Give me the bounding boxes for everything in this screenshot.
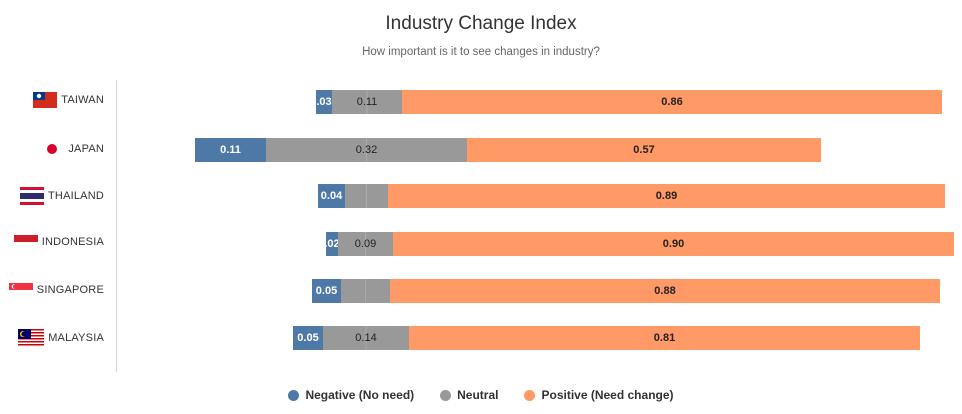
bar-negative-singapore[interactable] (312, 279, 341, 303)
data-label-neutral-taiwan: 0.11 (356, 96, 378, 108)
data-label-negative-malaysia: 0.05 (297, 332, 319, 344)
legend-item-neutral[interactable]: Neutral (440, 388, 498, 402)
category-label-taiwan: TAIWAN (33, 92, 104, 108)
legend-marker-neutral (440, 389, 452, 401)
chart-legend: Negative (No need) Neutral Positive (Nee… (0, 388, 962, 402)
category-label-text: SINGAPORE (36, 284, 104, 296)
legend-label-negative: Negative (No need) (305, 388, 415, 402)
category-label-text: TAIWAN (61, 94, 104, 106)
category-label-malaysia: MALAYSIA (18, 329, 104, 347)
bar-negative-malaysia[interactable] (293, 326, 323, 350)
data-label-negative-thailand: 0.04 (320, 190, 343, 202)
bar-negative-thailand[interactable] (318, 184, 345, 208)
category-label-indonesia: INDONESIA (13, 235, 104, 249)
data-label-neutral-japan: 0.32 (355, 144, 378, 156)
bar-positive-malaysia[interactable] (409, 326, 920, 350)
bar-negative-indonesia[interactable] (326, 232, 338, 256)
bar-negative-taiwan[interactable] (316, 90, 332, 114)
data-label-positive-malaysia: 0.81 (653, 332, 676, 344)
legend-label-neutral: Neutral (457, 388, 499, 402)
data-label-negative-taiwan: .03 (316, 96, 332, 108)
bar-positive-singapore[interactable] (390, 279, 940, 303)
data-label-positive-japan: 0.57 (633, 144, 655, 156)
data-label-positive-taiwan: 0.86 (661, 96, 683, 108)
bar-positive-thailand[interactable] (388, 184, 945, 208)
data-label-positive-singapore: 0.88 (654, 285, 676, 297)
flag-japan-icon (47, 144, 58, 154)
flag-taiwan-icon (33, 92, 58, 108)
bar-neutral-japan[interactable] (266, 138, 467, 162)
data-label-positive-thailand: 0.89 (655, 190, 678, 202)
bar-neutral-malaysia[interactable] (323, 326, 409, 350)
data-label-negative-singapore: 0.05 (315, 285, 338, 297)
category-label-thailand: THAILAND (20, 187, 104, 205)
legend-item-negative[interactable]: Negative (No need) (288, 388, 414, 402)
category-label-singapore: SINGAPORE (8, 283, 104, 297)
chart-subtitle: How important is it to see changes in in… (362, 46, 600, 58)
bar-positive-japan[interactable] (467, 138, 821, 162)
chart-title: Industry Change Index (385, 13, 577, 34)
data-label-negative-indonesia: .02 (324, 238, 340, 250)
legend-marker-positive (524, 389, 536, 401)
category-label-text: JAPAN (68, 143, 104, 155)
bar-neutral-indonesia[interactable] (338, 232, 393, 256)
flag-thailand-icon (20, 187, 44, 205)
category-label-japan: JAPAN (40, 141, 104, 157)
data-label-negative-japan: 0.11 (220, 144, 241, 156)
category-axis-line (116, 80, 117, 372)
data-label-positive-indonesia: 0.90 (662, 238, 685, 250)
category-label-text: MALAYSIA (48, 332, 104, 344)
flag-malaysia-icon (18, 329, 45, 347)
bar-negative-japan[interactable] (195, 138, 266, 162)
bar-neutral-thailand[interactable] (345, 184, 388, 208)
bar-neutral-singapore[interactable] (341, 279, 390, 303)
category-label-text: INDONESIA (41, 236, 104, 248)
bar-positive-taiwan[interactable] (402, 90, 942, 114)
data-label-neutral-indonesia: 0.09 (354, 238, 377, 250)
bar-positive-indonesia[interactable] (393, 232, 954, 256)
data-label-neutral-malaysia: 0.14 (355, 332, 377, 344)
legend-label-positive: Positive (Need change) (541, 388, 674, 402)
legend-item-positive[interactable]: Positive (Need change) (524, 388, 674, 402)
category-label-text: THAILAND (48, 190, 104, 202)
flag-singapore-icon (8, 283, 33, 297)
legend-marker-negative (288, 389, 300, 401)
flag-indonesia-icon (13, 235, 38, 249)
bar-neutral-taiwan[interactable] (332, 90, 402, 114)
